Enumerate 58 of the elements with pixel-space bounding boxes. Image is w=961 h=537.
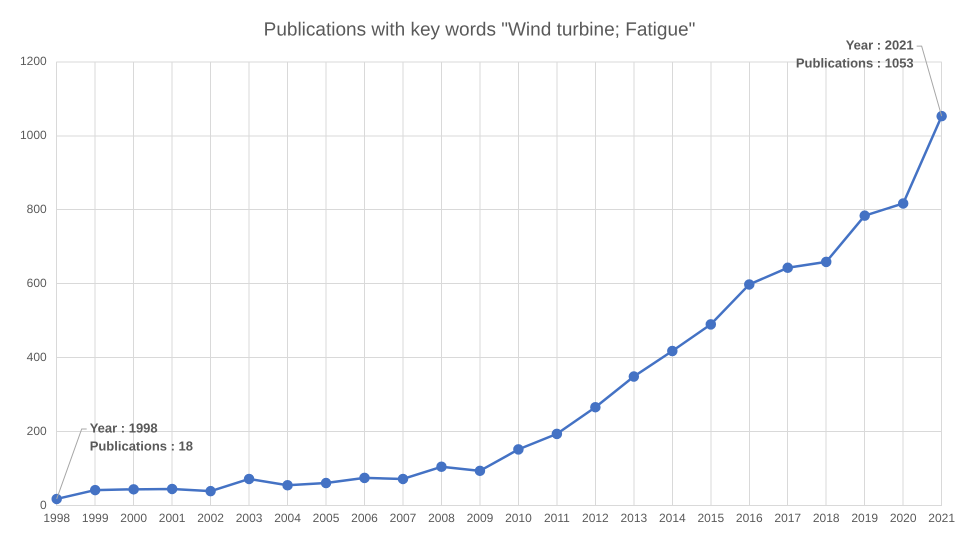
point (128, 484, 139, 495)
point (936, 110, 947, 122)
point (667, 346, 678, 356)
point (436, 462, 447, 472)
point (782, 262, 793, 274)
point (513, 444, 524, 455)
point (282, 480, 293, 491)
x-tick-label: 2021 (928, 511, 956, 526)
x-tick-label: 2003 (236, 511, 263, 526)
point (244, 474, 254, 484)
x-tick-label: 2012 (582, 511, 610, 526)
y-tick-label: 200 (26, 424, 48, 438)
x-tick-label: 2013 (620, 511, 648, 526)
x-tick-label: 2015 (697, 511, 724, 526)
annotation: Year : 2021 Publications : 1053 (796, 38, 914, 71)
point (205, 486, 216, 496)
x-tick-label: 2018 (812, 511, 840, 526)
annotation: Year : 1998 Publications : 18 (90, 420, 194, 454)
point (628, 371, 640, 382)
x-tick-label: 2011 (544, 511, 570, 526)
x-tick-label: 2008 (428, 511, 456, 526)
point (359, 472, 370, 484)
x-tick-label: 2007 (390, 511, 417, 526)
point (552, 428, 562, 440)
point (166, 484, 178, 494)
x-tick-label: 2001 (158, 511, 186, 526)
x-tick-label: 2009 (466, 511, 494, 526)
x-tick-label: 2017 (774, 511, 802, 526)
point (859, 210, 870, 221)
y-tick-label: 600 (26, 276, 48, 290)
point (590, 402, 601, 412)
x-tick-label: 2002 (197, 511, 224, 526)
y-tick-label: 1200 (20, 54, 48, 68)
point (320, 478, 332, 488)
x-tick-label: 2020 (890, 511, 917, 526)
x-tick-label: 2005 (312, 511, 340, 526)
x-tick-label: 1998 (43, 511, 70, 526)
x-tick-label: 2016 (736, 511, 763, 526)
point (398, 474, 408, 484)
x-tick-label: 1999 (82, 511, 109, 526)
x-tick-label: 2004 (274, 511, 302, 526)
x-tick-label: 2014 (658, 511, 686, 526)
point (820, 256, 832, 268)
point (51, 494, 62, 504)
point (706, 319, 716, 330)
x-tick-label: 2006 (351, 511, 378, 526)
x-tick-label: 2000 (120, 511, 148, 526)
y-tick-label: 400 (26, 350, 48, 364)
point (474, 466, 486, 476)
y-tick-label: 0 (40, 498, 48, 512)
y-tick-label: 1000 (20, 128, 48, 142)
x-tick-label: 2010 (505, 511, 532, 526)
x-tick-label: 2019 (851, 511, 878, 526)
point (90, 484, 100, 496)
chart-title: Publications with key words "Wind turbine; Fatigue" (264, 20, 696, 41)
point (744, 279, 755, 290)
y-tick-label: 800 (26, 202, 48, 216)
point (898, 198, 908, 209)
